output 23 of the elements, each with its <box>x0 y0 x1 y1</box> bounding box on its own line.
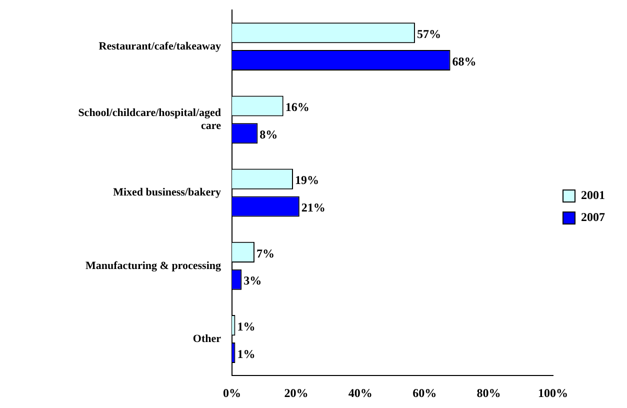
data-label: 16% <box>285 100 310 114</box>
data-label: 1% <box>237 346 256 361</box>
x-tick-label: 80% <box>476 386 501 400</box>
y-tick-label: Mixed business/bakery <box>113 186 222 199</box>
x-tick-label: 20% <box>284 386 308 400</box>
y-tick-label: School/childcare/hospital/aged care <box>78 106 222 132</box>
x-tick-label: 100% <box>538 386 568 400</box>
data-label: 21% <box>301 200 326 215</box>
data-label: 1% <box>237 319 256 334</box>
data-label: 57% <box>416 26 441 41</box>
legend-label: 2007 <box>581 210 605 224</box>
data-label: 19% <box>294 173 319 188</box>
x-tick-label: 40% <box>348 386 372 400</box>
x-tick-label: 60% <box>412 386 437 400</box>
x-tick-label: 0% <box>223 386 241 400</box>
y-tick-label: Manufacturing & processing <box>86 260 222 272</box>
data-label: 3% <box>244 274 262 288</box>
legend-label: 2001 <box>581 188 605 202</box>
data-label: 7% <box>256 246 274 260</box>
y-tick-label: Other <box>192 332 222 345</box>
y-tick-label: Restaurant/cafe/takeaway <box>98 40 222 52</box>
data-label: 68% <box>452 54 476 68</box>
data-label: 8% <box>260 127 278 142</box>
